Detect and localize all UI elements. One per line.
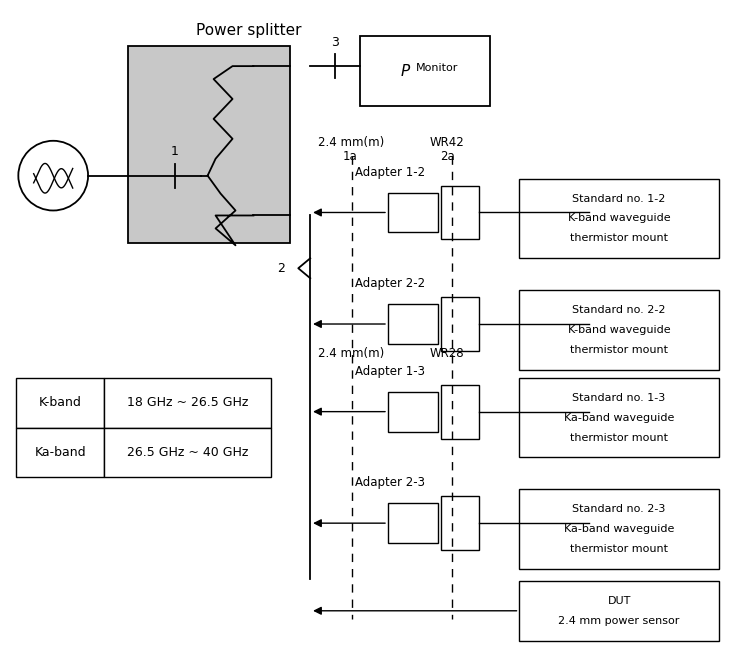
Bar [519, 290, 718, 370]
Text: Adapter 2-2: Adapter 2-2 [355, 277, 425, 290]
Text: $P$: $P$ [400, 63, 411, 79]
Text: Power splitter: Power splitter [195, 24, 301, 39]
Bar [519, 179, 718, 259]
Text: thermistor mount: thermistor mount [570, 233, 668, 244]
Text: Adapter 1-3: Adapter 1-3 [355, 365, 425, 378]
Text: Standard no. 2-3: Standard no. 2-3 [572, 504, 666, 514]
Text: Adapter 1-2: Adapter 1-2 [355, 166, 425, 179]
Text: Standard no. 2-2: Standard no. 2-2 [572, 305, 666, 315]
Text: 2a: 2a [440, 150, 455, 163]
Text: Ka-band waveguide: Ka-band waveguide [564, 524, 674, 534]
Text: thermistor mount: thermistor mount [570, 544, 668, 554]
Text: WR28: WR28 [429, 347, 464, 360]
Text: 2.4 mm(m): 2.4 mm(m) [318, 136, 384, 149]
Bar [519, 489, 718, 569]
Text: 1: 1 [171, 145, 178, 158]
Text: thermistor mount: thermistor mount [570, 432, 668, 443]
Text: WR42: WR42 [429, 136, 464, 149]
Text: K-band: K-band [39, 396, 82, 409]
Text: Standard no. 1-2: Standard no. 1-2 [572, 193, 666, 204]
Bar [128, 46, 291, 244]
Bar [16, 428, 104, 477]
Text: 3: 3 [331, 36, 339, 49]
Text: DUT: DUT [607, 596, 631, 606]
Bar [388, 503, 438, 543]
Bar [388, 304, 438, 344]
Text: 2.4 mm power sensor: 2.4 mm power sensor [559, 616, 680, 626]
Text: 1a: 1a [343, 150, 358, 163]
Text: Standard no. 1-3: Standard no. 1-3 [572, 392, 666, 403]
Text: Ka-band: Ka-band [34, 446, 86, 459]
Text: K-band waveguide: K-band waveguide [568, 325, 670, 335]
Bar [519, 378, 718, 458]
Text: Ka-band waveguide: Ka-band waveguide [564, 413, 674, 422]
Text: K-band waveguide: K-band waveguide [568, 214, 670, 223]
Bar [441, 496, 478, 550]
Text: Monitor: Monitor [416, 63, 458, 73]
Bar [519, 581, 718, 641]
Text: 26.5 GHz ~ 40 GHz: 26.5 GHz ~ 40 GHz [127, 446, 248, 459]
Text: Adapter 2-3: Adapter 2-3 [355, 476, 425, 489]
Text: 18 GHz ~ 26.5 GHz: 18 GHz ~ 26.5 GHz [127, 396, 248, 409]
Bar [388, 392, 438, 432]
Bar [441, 185, 478, 240]
Text: thermistor mount: thermistor mount [570, 345, 668, 355]
Bar [104, 378, 271, 428]
Text: 2: 2 [277, 262, 285, 275]
Bar [16, 378, 104, 428]
Bar [388, 193, 438, 232]
Text: 2.4 mm(m): 2.4 mm(m) [318, 347, 384, 360]
Bar [441, 297, 478, 351]
Bar [441, 385, 478, 439]
Bar [104, 428, 271, 477]
Bar [360, 36, 490, 106]
